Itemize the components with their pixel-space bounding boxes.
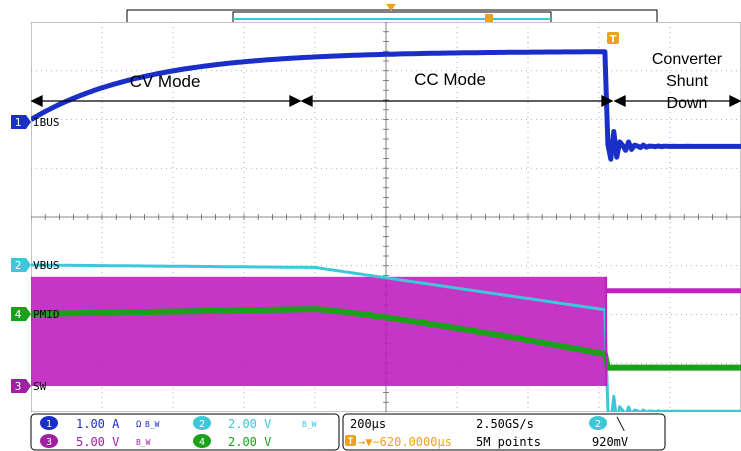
svg-text:4: 4 xyxy=(15,308,22,321)
shunt-label-line1: Converter xyxy=(652,51,723,68)
sample-rate-value: 2.50GS/s xyxy=(476,417,534,431)
svg-text:3: 3 xyxy=(46,437,52,448)
svg-text:2.00 V: 2.00 V xyxy=(228,417,271,431)
svg-text:2: 2 xyxy=(199,419,205,430)
svg-text:5.00 V: 5.00 V xyxy=(76,435,119,449)
svg-text:2: 2 xyxy=(15,259,22,272)
shunt-label-line3: Down xyxy=(667,95,708,112)
svg-text:B_W: B_W xyxy=(302,420,317,429)
trigger-source-badge: 2 xyxy=(589,416,607,430)
svg-text:2: 2 xyxy=(595,419,601,430)
svg-text:Ω: Ω xyxy=(136,420,142,430)
channel-label-ibus: 1 IBUS xyxy=(11,115,60,129)
trigger-level-value: 920mV xyxy=(592,435,628,449)
svg-text:SW: SW xyxy=(33,380,47,393)
svg-text:B_W: B_W xyxy=(145,420,160,429)
channel-settings-panel[interactable]: 1 1.00 A Ω B_W 2 2.00 V B_W 3 5.00 V B_W… xyxy=(31,414,339,450)
trigger-delay-value: →▼−620.0000µs xyxy=(358,435,452,449)
timebase-value: 200µs xyxy=(350,417,386,431)
trigger-slope-icon: ╲ xyxy=(616,416,625,431)
svg-text:B_W: B_W xyxy=(136,438,151,447)
trigger-marker-letter: T xyxy=(610,34,617,45)
cc-mode-label: CC Mode xyxy=(414,70,486,89)
svg-text:PMID: PMID xyxy=(33,308,60,321)
sw-waveform-band xyxy=(31,277,606,386)
channel-label-sw: 3 SW xyxy=(11,379,47,393)
svg-text:4: 4 xyxy=(199,437,205,448)
svg-text:1.00 A: 1.00 A xyxy=(76,417,120,431)
svg-text:3: 3 xyxy=(15,380,22,393)
trigger-time-marker: T xyxy=(607,32,619,45)
trigger-badge-letter: T xyxy=(348,437,354,447)
svg-text:IBUS: IBUS xyxy=(33,116,60,129)
record-length-value: 5M points xyxy=(476,435,541,449)
cv-mode-label: CV Mode xyxy=(130,72,201,91)
svg-text:1: 1 xyxy=(46,419,52,430)
channel-label-pmid: 4 PMID xyxy=(11,307,60,321)
channel-label-vbus: 2 VBUS xyxy=(11,258,60,272)
svg-text:1: 1 xyxy=(15,116,22,129)
svg-text:VBUS: VBUS xyxy=(33,259,60,272)
ch4-setting[interactable]: 4 2.00 V xyxy=(193,434,271,449)
timebase-trigger-panel[interactable]: 200µs T →▼−620.0000µs 2.50GS/s 5M points… xyxy=(343,414,665,450)
shunt-label-line2: Shunt xyxy=(666,73,708,90)
svg-text:2.00 V: 2.00 V xyxy=(228,435,271,449)
